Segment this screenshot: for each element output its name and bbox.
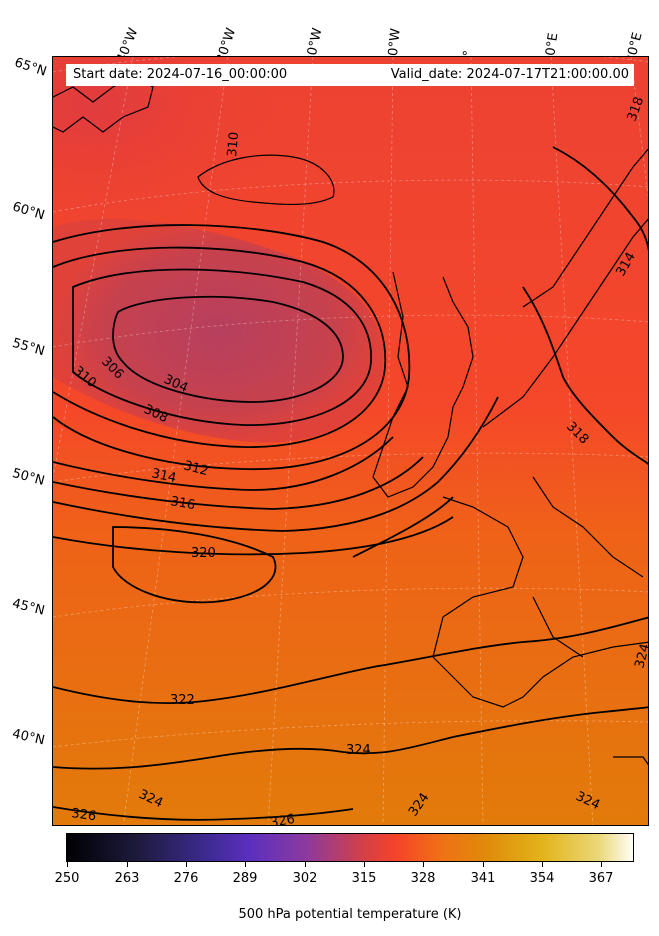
colorbar-tick-label: 328 (410, 871, 436, 886)
contour-label: 314 (150, 466, 177, 486)
contour-label: 322 (170, 693, 195, 708)
contour-central (352, 496, 454, 558)
colorbar-tick-label: 354 (529, 871, 555, 886)
colorbar-tick (245, 862, 246, 867)
south-coast (613, 756, 648, 766)
contour-310 (53, 224, 411, 471)
north-sea-coast (482, 218, 648, 428)
valid-date-text: Valid_date: 2024-07-17T21:00:00.00 (390, 67, 629, 82)
contour-320 (53, 516, 454, 556)
northwest-cool-area (53, 57, 333, 237)
contour-304 (112, 295, 344, 403)
colorbar-tick (186, 862, 187, 867)
contour-306 (72, 268, 372, 426)
lat-label-65n: 65°N (12, 55, 49, 80)
contour-label: 316 (169, 494, 196, 513)
colorbar-tick-label: 250 (54, 871, 80, 886)
colorbar-tick (423, 862, 424, 867)
contour-label: 326 (70, 806, 97, 824)
colorbar-tick-label: 289 (232, 871, 258, 886)
contour-314 (53, 456, 424, 510)
contour-label: 324 (632, 642, 649, 670)
contour-label: 312 (182, 458, 210, 479)
low-pressure-area (53, 218, 384, 443)
contour-324 (53, 706, 648, 770)
colorbar-tick (601, 862, 602, 867)
colorbar-tick (542, 862, 543, 867)
alps-border (532, 596, 584, 658)
contour-326 (53, 806, 354, 821)
isentropes (53, 146, 648, 821)
lat-label-50n: 50°N (10, 466, 47, 489)
contour-label: 324 (346, 743, 371, 758)
contour-316 (53, 396, 499, 532)
contour-322 (53, 616, 648, 705)
britain-coast (372, 271, 474, 498)
map-panel[interactable]: 310 306 304 308 310 312 314 316 318 314 … (52, 56, 649, 826)
start-date-text: Start date: 2024-07-16_00:00:00 (73, 67, 288, 82)
contour-west-blob (112, 526, 277, 604)
norway-coast (522, 148, 648, 308)
contour-label: 320 (191, 546, 216, 561)
greenland-coast (53, 76, 154, 133)
coastlines (53, 76, 648, 766)
colorbar-tick-label: 315 (351, 871, 377, 886)
colorbar-tick-label: 341 (470, 871, 496, 886)
contour-norway (552, 146, 648, 252)
colorbar-tick-label: 263 (114, 871, 140, 886)
iceland-coast (197, 154, 335, 206)
contour-312 (53, 436, 394, 491)
continental-border (532, 476, 644, 578)
colorbar-tick (483, 862, 484, 867)
colorbar-tick (127, 862, 128, 867)
contour-label: 326 (269, 812, 296, 826)
colorbar-tick (67, 862, 68, 867)
lat-label-60n: 60°N (10, 199, 47, 224)
contour-308 (53, 246, 387, 448)
contour-label: 310 (225, 131, 242, 157)
colorbar-tick-label: 276 (173, 871, 199, 886)
colorbar-tick (305, 862, 306, 867)
west-europe-coast (432, 496, 648, 708)
colorbar-title: 500 hPa potential temperature (K) (238, 907, 462, 922)
lat-label-40n: 40°N (10, 726, 47, 749)
lat-label-45n: 45°N (10, 596, 47, 619)
colorbar-tick-label: 302 (292, 871, 318, 886)
colorbar-tick-label: 367 (588, 871, 614, 886)
colorbar-tick (364, 862, 365, 867)
lat-label-55n: 55°N (10, 335, 47, 360)
date-info-box: Start date: 2024-07-16_00:00:00 Valid_da… (66, 64, 634, 86)
potential-temperature-map: 310 306 304 308 310 312 314 316 318 314 … (53, 57, 649, 826)
colorbar (66, 833, 634, 862)
contour-318 (522, 286, 648, 466)
